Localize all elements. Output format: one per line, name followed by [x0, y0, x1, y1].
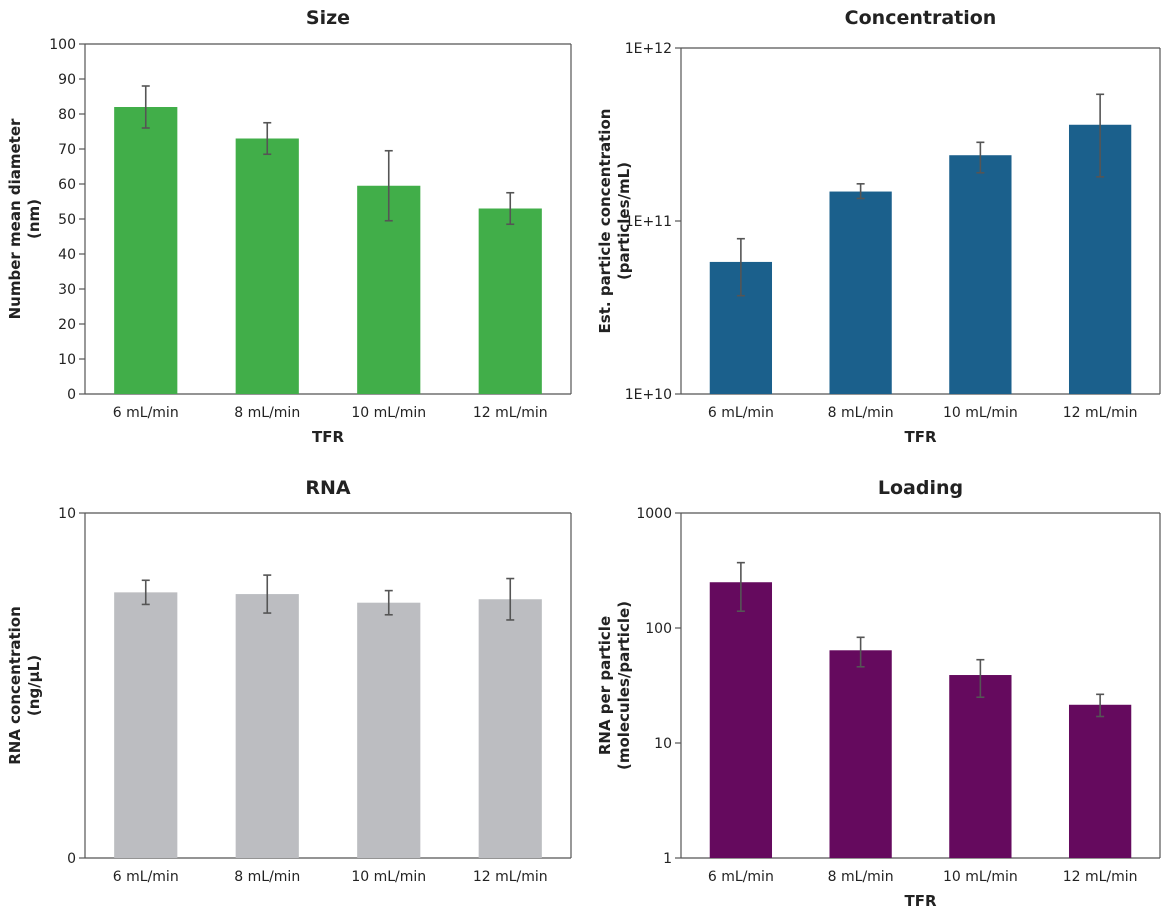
bar: [829, 650, 892, 858]
chart-1: Concentration 1E+10 1E+11 1E+12 6 mL/min 8 mL…: [596, 7, 1161, 446]
y-tick-label: 1: [663, 851, 672, 867]
y-axis-title-line: (ng/µL): [25, 655, 43, 716]
x-tick-label: 12 mL/min: [1063, 405, 1138, 421]
y-axis-title-line: (particles/mL): [615, 162, 633, 280]
x-tick-label: 8 mL/min: [234, 405, 300, 421]
x-axis-title: TFR: [904, 428, 936, 446]
y-axis-title-line: RNA concentration: [6, 606, 24, 765]
y-tick-label: 1000: [636, 506, 672, 522]
y-axis-title: Number mean diameter(nm): [6, 118, 43, 319]
y-tick-label: 1E+12: [625, 41, 672, 57]
bar: [1068, 704, 1132, 858]
chart-title: Concentration: [845, 7, 997, 29]
y-tick-label: 1E+10: [625, 387, 672, 403]
x-tick-label: 10 mL/min: [943, 869, 1018, 885]
bar: [709, 582, 773, 858]
x-tick-label: 10 mL/min: [351, 869, 426, 885]
y-tick-label: 0: [67, 851, 76, 867]
y-axis-title-line: (molecules/particle): [615, 601, 633, 770]
bar: [829, 191, 892, 394]
y-tick-label: 70: [58, 142, 76, 158]
y-tick-label: 1E+11: [625, 214, 672, 230]
x-tick-label: 10 mL/min: [943, 405, 1018, 421]
y-tick-label: 30: [58, 282, 76, 298]
y-axis-title-line: Est. particle concentration: [596, 109, 614, 334]
x-tick-label: 12 mL/min: [473, 869, 548, 885]
y-tick-label: 80: [58, 107, 76, 123]
x-axis-title: TFR: [904, 892, 936, 910]
x-tick-label: 10 mL/min: [351, 405, 426, 421]
bar: [478, 208, 542, 394]
y-tick-label: 90: [58, 72, 76, 88]
y-tick-label: 40: [58, 247, 76, 263]
bar: [114, 107, 178, 394]
y-axis-title: RNA per particle(molecules/particle): [596, 601, 633, 770]
x-tick-label: 8 mL/min: [234, 869, 300, 885]
chart-0: Size 0 10 20 30 40 50 60 70 80 90 100 6 mL/min 8 mL/m…: [6, 7, 572, 446]
bar: [949, 155, 1012, 394]
x-tick-label: 8 mL/min: [828, 869, 894, 885]
bar: [357, 602, 421, 858]
y-axis-title-line: RNA per particle: [596, 616, 614, 755]
bar: [235, 138, 299, 394]
bar: [235, 594, 299, 858]
chart-2: RNA 0 10 6 mL/min 8 mL/min 10 mL/min 12 mL/min…: [6, 477, 572, 885]
x-tick-label: 6 mL/min: [113, 869, 179, 885]
chart-3: Loading 1 10 100 1000 6 mL/min 8 mL/min 10 mL/m…: [596, 477, 1161, 910]
chart-title: RNA: [305, 477, 351, 499]
y-axis-title: Est. particle concentration(particles/mL…: [596, 109, 633, 334]
chart-title: Loading: [878, 477, 963, 499]
y-tick-label: 10: [58, 352, 76, 368]
x-tick-label: 6 mL/min: [113, 405, 179, 421]
x-tick-label: 12 mL/min: [473, 405, 548, 421]
y-tick-label: 0: [67, 387, 76, 403]
x-axis-title: TFR: [312, 428, 344, 446]
y-tick-label: 100: [645, 621, 672, 637]
x-tick-label: 6 mL/min: [708, 869, 774, 885]
bar: [114, 592, 178, 858]
x-tick-label: 12 mL/min: [1063, 869, 1138, 885]
y-axis-title: RNA concentration(ng/µL): [6, 606, 43, 765]
y-tick-label: 20: [58, 317, 76, 333]
y-tick-label: 60: [58, 177, 76, 193]
y-tick-label: 100: [49, 37, 76, 53]
y-tick-label: 10: [654, 736, 672, 752]
bar: [478, 599, 542, 858]
x-tick-label: 6 mL/min: [708, 405, 774, 421]
y-tick-label: 50: [58, 212, 76, 228]
bar: [949, 675, 1012, 858]
y-axis-title-line: Number mean diameter: [6, 118, 24, 319]
y-axis-title-line: (nm): [25, 199, 43, 239]
x-tick-label: 8 mL/min: [828, 405, 894, 421]
y-tick-label: 10: [58, 506, 76, 522]
chart-title: Size: [306, 7, 350, 29]
